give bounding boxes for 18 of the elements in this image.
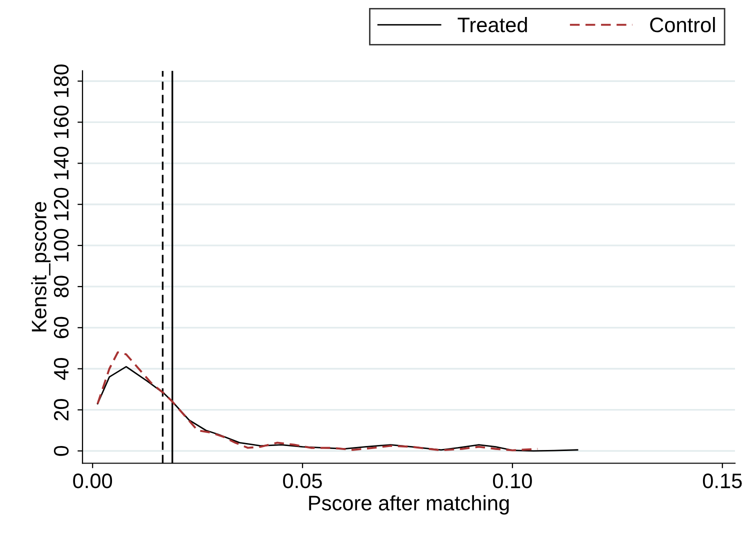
y-tick-label: 100 xyxy=(54,228,69,262)
y-tick-label: 160 xyxy=(54,106,69,138)
y-tick-label: 40 xyxy=(54,358,69,380)
legend-label: Treated xyxy=(458,16,527,32)
y-axis-title: Kensit_pscore xyxy=(31,202,51,332)
y-tick-label: 60 xyxy=(54,316,69,338)
y-tick-label: 120 xyxy=(54,188,69,220)
x-axis-title: Pscore after matching xyxy=(309,495,509,515)
y-tick-label: 180 xyxy=(54,64,69,97)
y-tick-label: 0 xyxy=(54,446,69,456)
y-tick-label: 20 xyxy=(54,399,69,420)
x-tick-label: 0.00 xyxy=(73,474,112,488)
x-tick-label: 0.05 xyxy=(283,474,322,488)
x-tick-label: 0.15 xyxy=(702,474,742,488)
x-tick-label: 0.10 xyxy=(493,474,532,488)
y-tick-label: 80 xyxy=(54,276,69,298)
y-tick-label: 140 xyxy=(54,146,69,180)
legend-label: Control xyxy=(650,16,715,32)
